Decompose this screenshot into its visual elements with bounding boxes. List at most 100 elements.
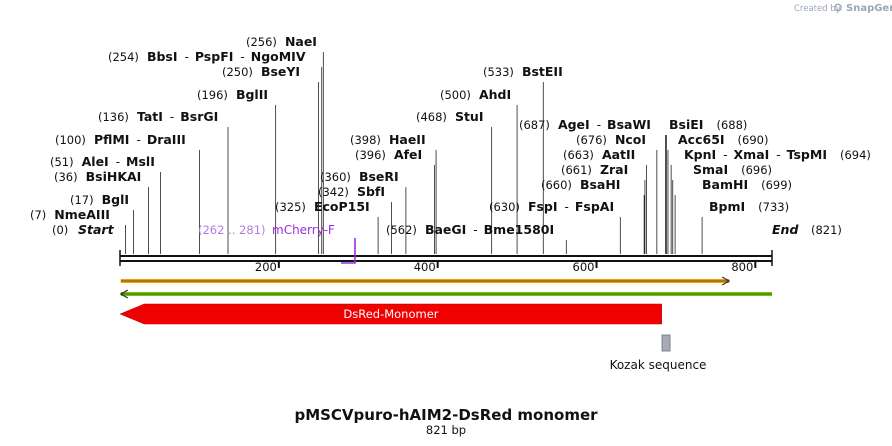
site-pflmi[interactable]: (100) PflMI - DraIII	[55, 132, 186, 147]
site-position: (694)	[840, 148, 871, 162]
enzyme-name[interactable]: PflMI	[94, 132, 130, 147]
enzyme-name[interactable]: BglII	[236, 87, 268, 102]
enzyme-name[interactable]: XmaI	[734, 147, 770, 162]
site-bsihkai[interactable]: (36) BsiHKAI	[54, 169, 141, 184]
enzyme-name[interactable]: TspMI	[787, 147, 827, 162]
site-bglii[interactable]: (196) BglII	[197, 87, 268, 102]
ruler-tick-label: 800	[731, 260, 753, 274]
site-ncoi[interactable]: (676) NcoI	[576, 132, 646, 147]
site-bseyi[interactable]: (250) BseYI	[222, 64, 300, 79]
site-separator: -	[565, 200, 569, 214]
site-naei[interactable]: (256) NaeI	[246, 34, 317, 49]
site-stui[interactable]: (468) StuI	[416, 109, 483, 124]
start-label[interactable]: Start	[78, 222, 115, 237]
site-alei[interactable]: (51) AleI - MslI	[50, 154, 155, 169]
enzyme-name[interactable]: FspI	[528, 199, 558, 214]
enzyme-name[interactable]: BsaWI	[607, 117, 651, 132]
site-bpmi[interactable]: BpmI (733)	[709, 199, 789, 214]
dsred-monomer-arrow[interactable]	[119, 303, 662, 325]
site-nmeaiii[interactable]: (7) NmeAIII	[30, 207, 110, 222]
enzyme-name[interactable]: MslI	[126, 154, 155, 169]
site-separator: -	[597, 118, 601, 132]
enzyme-name[interactable]: BglI	[102, 192, 129, 207]
site-separator: -	[116, 155, 120, 169]
start-position: (0)	[52, 223, 68, 237]
enzyme-name[interactable]: BamHI	[702, 177, 748, 192]
enzyme-name[interactable]: PspFI	[195, 49, 234, 64]
site-bbsi[interactable]: (254) BbsI - PspFI - NgoMIV	[108, 49, 306, 64]
enzyme-name[interactable]: SmaI	[693, 162, 728, 177]
sequence-backbone[interactable]	[119, 250, 773, 266]
site-haeii[interactable]: (398) HaeII	[350, 132, 426, 147]
enzyme-name[interactable]: DraIII	[147, 132, 186, 147]
enzyme-name[interactable]: AfeI	[394, 147, 422, 162]
enzyme-name[interactable]: BpmI	[709, 199, 745, 214]
enzyme-name[interactable]: Acc65I	[678, 132, 725, 147]
enzyme-name[interactable]: BseYI	[261, 64, 300, 79]
site-kpni[interactable]: KpnI - XmaI - TspMI (694)	[684, 147, 871, 162]
site-tati[interactable]: (136) TatI - BsrGI	[98, 109, 218, 124]
site-position: (661)	[561, 163, 592, 177]
site-position: (699)	[761, 178, 792, 192]
enzyme-name[interactable]: HaeII	[389, 132, 426, 147]
enzyme-name[interactable]: StuI	[455, 109, 484, 124]
site-afei[interactable]: (396) AfeI	[355, 147, 422, 162]
site-fspi[interactable]: (630) FspI - FspAI	[489, 199, 614, 214]
enzyme-name[interactable]: NcoI	[615, 132, 646, 147]
end-label[interactable]: End	[772, 222, 799, 237]
site-bgli[interactable]: (17) BglI	[70, 192, 129, 207]
enzyme-name[interactable]: AleI	[82, 154, 109, 169]
enzyme-name[interactable]: BsiHKAI	[86, 169, 142, 184]
site-position: (696)	[741, 163, 772, 177]
site-bamhi[interactable]: BamHI (699)	[702, 177, 792, 192]
enzyme-name[interactable]: ZraI	[600, 162, 628, 177]
site-zrai[interactable]: (661) ZraI	[561, 162, 628, 177]
site-sbfi[interactable]: (342) SbfI	[318, 184, 385, 199]
site-agei[interactable]: (687) AgeI - BsaWI	[519, 117, 651, 132]
primer-label[interactable]: mCherry-F	[272, 223, 335, 237]
snapgene-logo-icon	[834, 3, 842, 12]
enzyme-name[interactable]: BsiEI	[669, 117, 703, 132]
site-position: (254)	[108, 50, 139, 64]
enzyme-name[interactable]: BaeGI	[425, 222, 466, 237]
ruler-tick-label: 400	[414, 260, 436, 274]
site-bseri[interactable]: (360) BseRI	[320, 169, 399, 184]
enzyme-name[interactable]: KpnI	[684, 147, 716, 162]
enzyme-name[interactable]: FspAI	[575, 199, 614, 214]
enzyme-name[interactable]: BstEII	[522, 64, 563, 79]
site-ahdi[interactable]: (500) AhdI	[440, 87, 511, 102]
enzyme-name[interactable]: NgoMIV	[251, 49, 306, 64]
kozak-box[interactable]	[661, 334, 671, 352]
primer-arrow[interactable]	[341, 238, 356, 264]
enzyme-name[interactable]: TatI	[137, 109, 163, 124]
feature-kozak-sequence[interactable]: Kozak sequence	[610, 334, 707, 372]
enzyme-name[interactable]: Bme1580I	[484, 222, 554, 237]
dsred-monomer-label: DsRed-Monomer	[343, 307, 438, 321]
orf-forward[interactable]	[120, 276, 731, 286]
feature-dsred-monomer[interactable]: DsRed-Monomer	[119, 303, 662, 325]
enzyme-name[interactable]: NaeI	[285, 34, 317, 49]
enzyme-name[interactable]: BsaHI	[580, 177, 621, 192]
site-smai[interactable]: SmaI (696)	[693, 162, 772, 177]
enzyme-name[interactable]: AatII	[602, 147, 635, 162]
orfs	[119, 276, 772, 299]
enzyme-name[interactable]: BbsI	[147, 49, 178, 64]
orf-reverse[interactable]	[119, 289, 772, 299]
site-baegi[interactable]: (562) BaeGI - Bme1580I	[386, 222, 554, 237]
site-bsteii[interactable]: (533) BstEII	[483, 64, 563, 79]
enzyme-name[interactable]: SbfI	[357, 184, 385, 199]
enzyme-name[interactable]: AgeI	[558, 117, 590, 132]
enzyme-name[interactable]: BseRI	[359, 169, 399, 184]
site-bsahi[interactable]: (660) BsaHI	[541, 177, 620, 192]
enzyme-name[interactable]: NmeAIII	[54, 207, 110, 222]
site-aatii[interactable]: (663) AatII	[563, 147, 635, 162]
site-bsiei[interactable]: BsiEI (688)	[669, 117, 747, 132]
enzyme-name[interactable]: AhdI	[479, 87, 511, 102]
site-separator: -	[240, 50, 244, 64]
site-position: (196)	[197, 88, 228, 102]
primer-mcherry-f[interactable]: (262 .. 281) mCherry-F	[198, 223, 356, 264]
enzyme-name[interactable]: EcoP15I	[314, 199, 370, 214]
enzyme-name[interactable]: BsrGI	[180, 109, 218, 124]
site-ecop15i[interactable]: (325) EcoP15I	[275, 199, 370, 214]
site-acc65i[interactable]: Acc65I (690)	[678, 132, 768, 147]
